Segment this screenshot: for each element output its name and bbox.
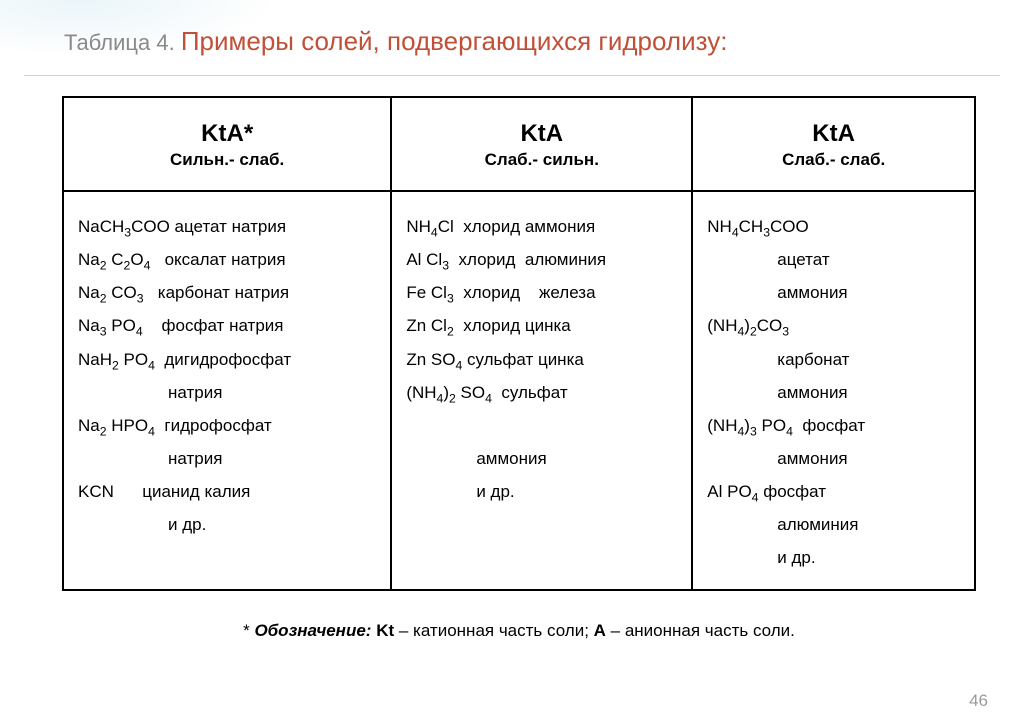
cell-line: KCN цианид калия xyxy=(78,475,380,508)
col-header-1: KtA Слаб.- сильн. xyxy=(391,97,692,191)
col-header-main: KtA xyxy=(812,120,855,147)
cell-line: Fe Cl3 хлорид железа xyxy=(406,276,681,309)
table-header-row: KtA* Сильн.- слаб. KtA Слаб.- сильн. KtA… xyxy=(63,97,975,191)
hydrolysis-table: KtA* Сильн.- слаб. KtA Слаб.- сильн. KtA… xyxy=(62,96,976,591)
title-main: Примеры солей, подвергающихся гидролизу: xyxy=(181,26,728,56)
cell-line: натрия xyxy=(78,442,380,475)
cell-line: (NH4)2 SO4 сульфат xyxy=(406,376,681,409)
slide-title: Таблица 4. Примеры солей, подвергающихся… xyxy=(24,0,1000,76)
cell-line: карбонат xyxy=(707,343,964,376)
cell-line: Na3 PO4 фосфат натрия xyxy=(78,309,380,342)
cell-line: натрия xyxy=(78,376,380,409)
cell-line: Na2 C2O4 оксалат натрия xyxy=(78,243,380,276)
cell-line: NaH2 PO4 дигидрофосфат xyxy=(78,343,380,376)
table-container: KtA* Сильн.- слаб. KtA Слаб.- сильн. KtA… xyxy=(0,76,1024,601)
col-header-sub: Слаб.- сильн. xyxy=(402,150,681,170)
cell-line: NH4Cl хлорид аммония xyxy=(406,210,681,243)
cell-line: Al PO4 фосфат xyxy=(707,475,964,508)
cell-0: NaCH3COO ацетат натрияNa2 C2O4 оксалат н… xyxy=(63,191,391,590)
cell-line: NaCH3COO ацетат натрия xyxy=(78,210,380,243)
cell-line: (NH4)3 PO4 фосфат xyxy=(707,409,964,442)
cell-line: и др. xyxy=(406,475,681,508)
cell-line: и др. xyxy=(78,508,380,541)
cell-line: Zn Cl2 хлорид цинка xyxy=(406,309,681,342)
title-prefix: Таблица 4. xyxy=(64,30,181,55)
col-header-0: KtA* Сильн.- слаб. xyxy=(63,97,391,191)
cell-line: (NH4)2CO3 xyxy=(707,309,964,342)
cell-line: Al Cl3 хлорид алюминия xyxy=(406,243,681,276)
cell-line: аммония xyxy=(707,442,964,475)
cell-line: аммония xyxy=(707,276,964,309)
cell-line: и др. xyxy=(707,541,964,574)
cell-line: Na2 CO3 карбонат натрия xyxy=(78,276,380,309)
cell-line: Na2 HPO4 гидрофосфат xyxy=(78,409,380,442)
col-header-main: KtA* xyxy=(201,120,253,147)
cell-line: Zn SO4 сульфат цинка xyxy=(406,343,681,376)
footnote: * Обозначение: Kt – катионная часть соли… xyxy=(0,601,1024,641)
cell-line xyxy=(406,409,681,442)
cell-1: NH4Cl хлорид аммонияAl Cl3 хлорид алюмин… xyxy=(391,191,692,590)
col-header-sub: Слаб.- слаб. xyxy=(703,150,964,170)
page-number: 46 xyxy=(969,691,988,711)
cell-line: ацетат xyxy=(707,243,964,276)
col-header-main: KtA xyxy=(520,120,563,147)
cell-line: алюминия xyxy=(707,508,964,541)
cell-line: NH4CH3COO xyxy=(707,210,964,243)
cell-line: аммония xyxy=(707,376,964,409)
col-header-2: KtA Слаб.- слаб. xyxy=(692,97,975,191)
table-row: NaCH3COO ацетат натрияNa2 C2O4 оксалат н… xyxy=(63,191,975,590)
cell-2: NH4CH3COOацетатаммония(NH4)2CO3карбоната… xyxy=(692,191,975,590)
col-header-sub: Сильн.- слаб. xyxy=(74,150,380,170)
cell-line: аммония xyxy=(406,442,681,475)
